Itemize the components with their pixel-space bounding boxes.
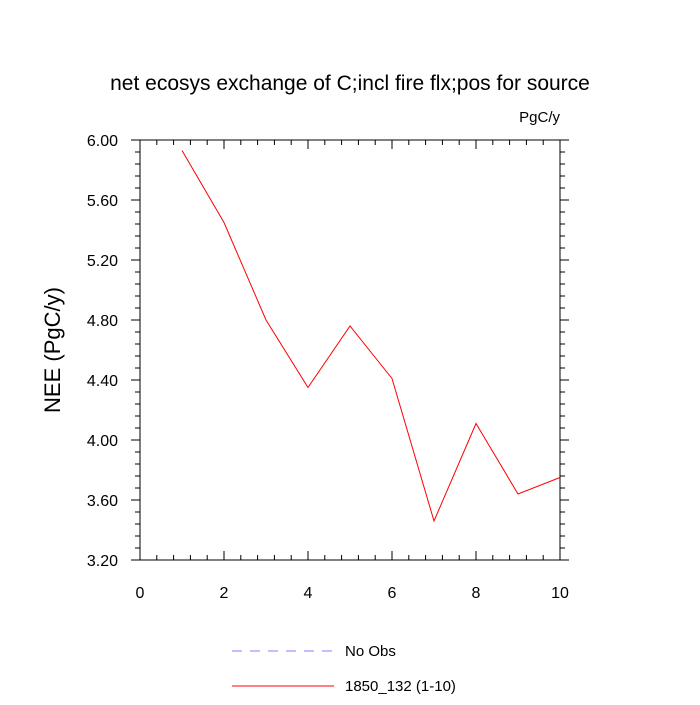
x-tick-label: 4	[304, 585, 313, 602]
plot-frame	[139, 139, 561, 561]
y-tick-label: 4.80	[87, 313, 118, 330]
legend-label-0: No Obs	[345, 643, 396, 660]
axis-ticks: 0 2 4 6 8 10 3.20 3.60 4.00 4.40 4.80 5.20 5.60 6.00	[87, 133, 569, 602]
y-tick-label: 4.00	[87, 433, 118, 450]
x-tick-label: 2	[220, 585, 229, 602]
y-tick-label: 5.20	[87, 253, 118, 270]
legend-label-1: 1850_132 (1-10)	[345, 678, 456, 695]
y-tick-label: 3.20	[87, 553, 118, 570]
y-axis-label: NEE (PgC/y)	[40, 287, 65, 413]
y-tick-label: 4.40	[87, 373, 118, 390]
x-tick-label: 10	[551, 585, 569, 602]
x-tick-label: 0	[136, 585, 145, 602]
y-tick-label: 6.00	[87, 133, 118, 150]
units-label: PgC/y	[519, 109, 560, 126]
series-layer	[181, 150, 561, 523]
chart-title: net ecosys exchange of C;incl fire flx;p…	[110, 72, 590, 95]
legend: No Obs 1850_132 (1-10)	[232, 643, 456, 695]
series-line-1	[181, 150, 561, 523]
x-tick-label: 8	[472, 585, 481, 602]
x-tick-label: 6	[388, 585, 397, 602]
y-tick-label: 3.60	[87, 493, 118, 510]
y-tick-label: 5.60	[87, 193, 118, 210]
